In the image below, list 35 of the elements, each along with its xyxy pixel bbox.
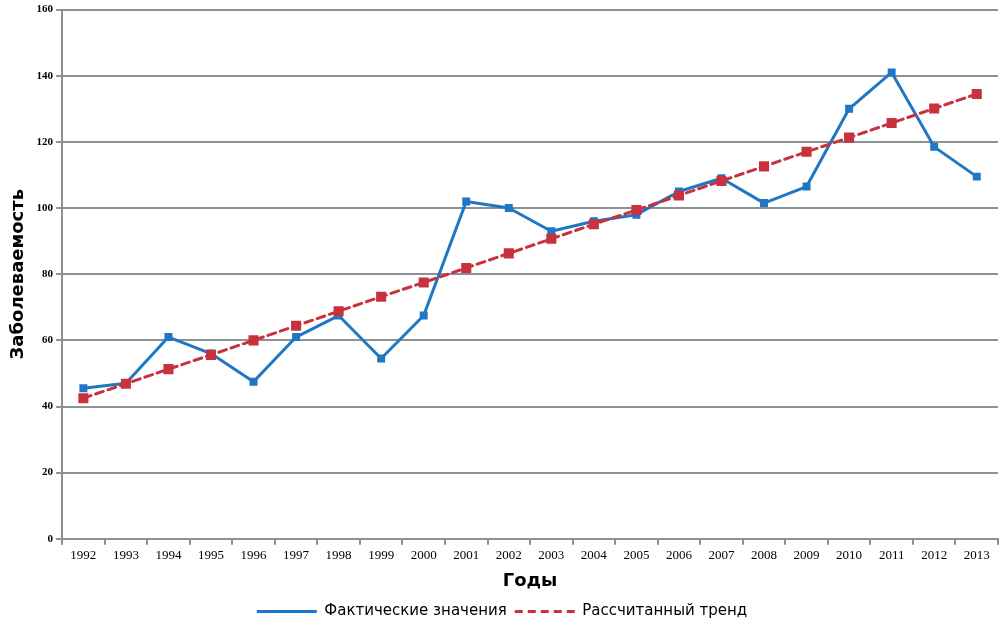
x-tick-label: 2013 [963, 547, 990, 563]
x-tick-label: 1995 [197, 547, 224, 563]
x-tick-label: 2010 [836, 547, 863, 563]
y-tick-label: 140 [36, 68, 54, 81]
x-tick-label: 2009 [793, 547, 820, 563]
x-tick-label: 1997 [283, 547, 310, 563]
x-tick-label: 1998 [325, 547, 352, 563]
legend-label: Фактические значения [324, 601, 507, 620]
x-tick-label: 1999 [368, 547, 395, 563]
x-tick-label: 1996 [240, 547, 268, 563]
x-tick-label: 2004 [580, 547, 608, 563]
x-tick-label: 2001 [453, 547, 480, 563]
x-tick-label: 1994 [155, 547, 182, 563]
legend-label: Рассчитанный тренд [582, 601, 748, 620]
y-tick-label: 0 [47, 531, 54, 544]
y-tick-label: 100 [36, 200, 54, 213]
x-tick-label: 1993 [112, 547, 139, 563]
x-tick-label: 2006 [665, 547, 693, 563]
x-tick-label: 2012 [921, 547, 948, 563]
y-tick-label: 160 [36, 2, 54, 15]
x-axis-title: Годы [502, 568, 558, 590]
x-tick-label: 2011 [878, 547, 905, 563]
y-tick-label: 20 [42, 465, 54, 478]
y-tick-label: 60 [42, 333, 54, 346]
y-tick-label: 120 [36, 134, 54, 147]
y-axis-title: Заболеваемость [6, 188, 28, 360]
y-tick-label: 80 [42, 267, 54, 280]
x-tick-label: 1992 [70, 547, 97, 563]
x-tick-label: 2005 [623, 547, 650, 563]
x-tick-label: 2008 [751, 547, 778, 563]
y-tick-label: 40 [42, 399, 54, 412]
x-tick-label: 2007 [708, 547, 735, 563]
x-tick-label: 2003 [538, 547, 565, 563]
x-tick-label: 2000 [410, 547, 437, 563]
x-tick-label: 2002 [495, 547, 522, 563]
